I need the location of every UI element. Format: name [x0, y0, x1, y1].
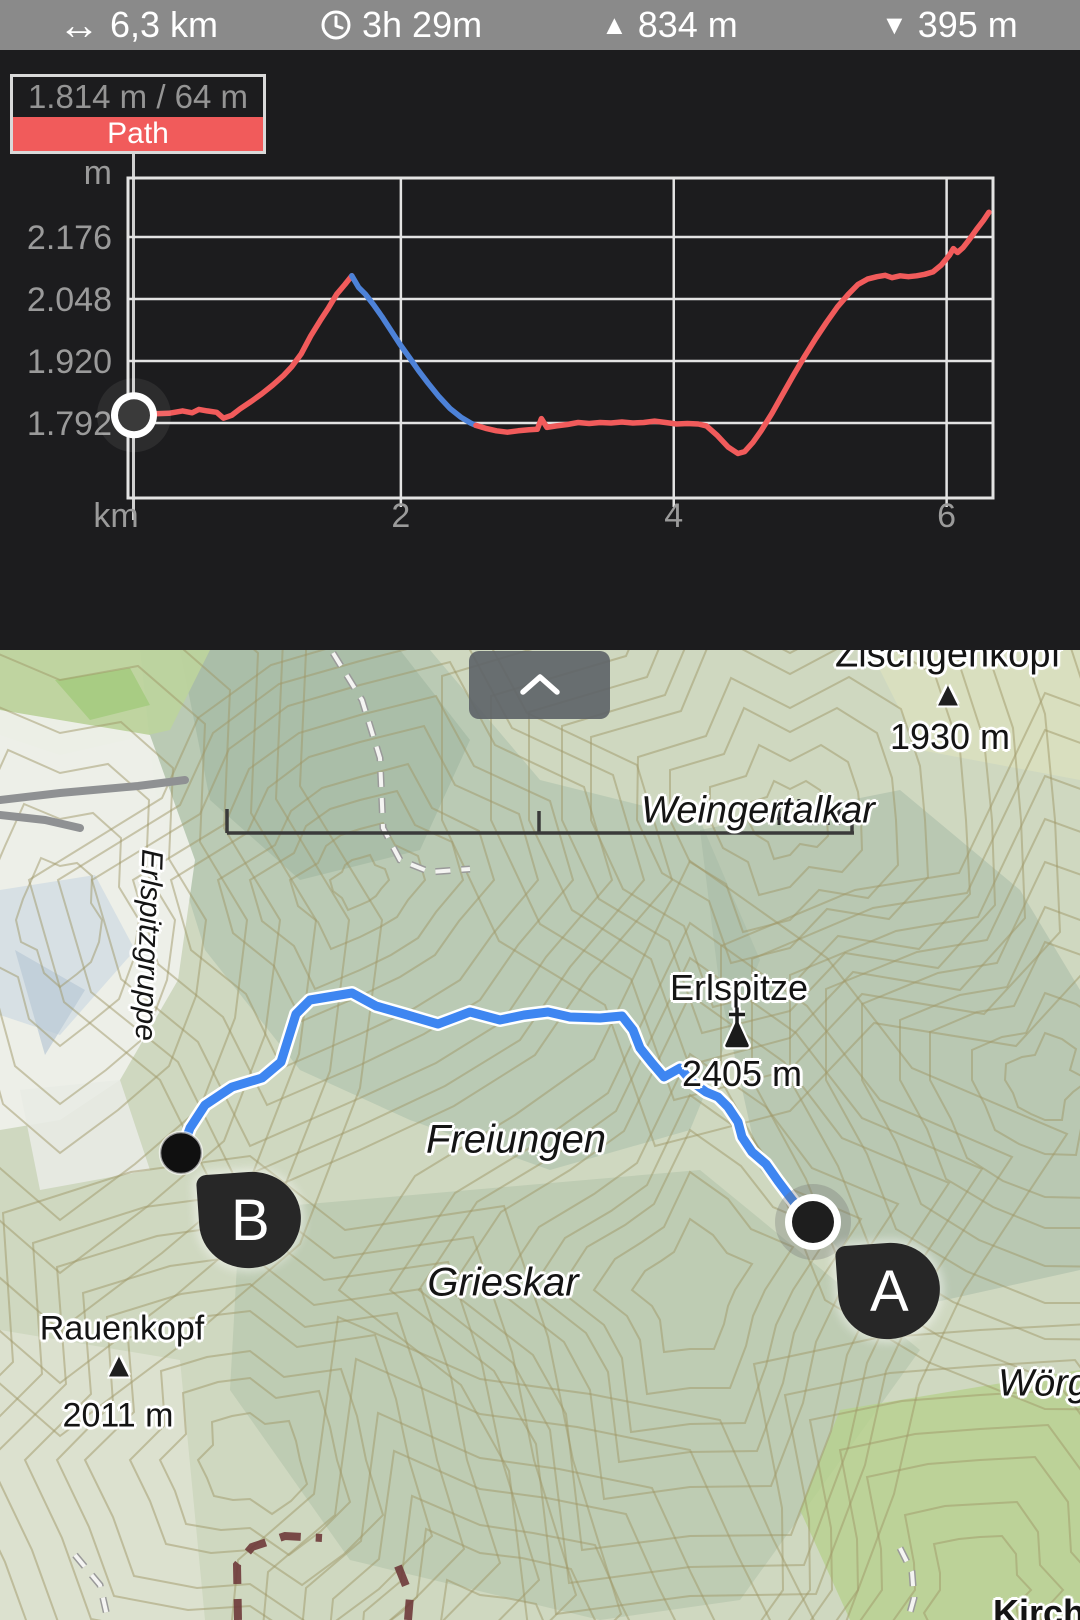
contour-lines [0, 650, 1080, 1620]
route-marker-letter: A [869, 1258, 909, 1324]
descent-triangle-icon: ▼ [881, 10, 908, 40]
svg-text:1.792: 1.792 [27, 405, 112, 443]
chevron-up-icon [519, 674, 560, 695]
descent-value: 395 m [917, 4, 1018, 45]
tooltip-elevation-value: 1.814 m / 64 m [13, 77, 263, 117]
duration-value: 3h 29m [362, 4, 483, 45]
route-layer [158, 986, 851, 1260]
route-marker-letter: B [230, 1187, 270, 1253]
stat-duration: 3h 29m [320, 0, 482, 50]
svg-text:2: 2 [391, 497, 410, 535]
distance-value: 6,3 km [110, 4, 219, 45]
map-canvas[interactable] [0, 650, 1080, 1620]
stat-distance: ↔ 6,3 km [58, 0, 218, 50]
svg-text:4: 4 [664, 497, 683, 535]
svg-text:6: 6 [937, 497, 956, 535]
stat-descent: ▼ 395 m [881, 0, 1018, 50]
elevation-profile-panel[interactable]: m 1.792 1.920 2.048 2.176 km 2 4 6 1.814 m / 64 … [0, 50, 1080, 650]
tooltip-series-chip: Path [13, 117, 263, 151]
ascent-value: 834 m [637, 4, 738, 45]
route-stats-bar: ↔ 6,3 km 3h 29m ▲ 834 m ▼ 395 m [0, 0, 1080, 50]
svg-text:m: m [84, 154, 112, 192]
distance-arrows-icon: ↔ [58, 1, 100, 48]
svg-text:2.176: 2.176 [27, 219, 112, 257]
elevation-chart[interactable]: m 1.792 1.920 2.048 2.176 km 2 4 6 [0, 50, 1080, 650]
svg-text:1.920: 1.920 [27, 343, 112, 381]
map[interactable]: Zischgenkopf 1930 m Weingertalkar Erlspitze… [0, 650, 1080, 1620]
elevation-tooltip: 1.814 m / 64 m Path [10, 74, 266, 154]
clock-icon [321, 10, 351, 40]
svg-text:km: km [93, 497, 138, 535]
ascent-triangle-icon: ▲ [601, 10, 628, 40]
stat-ascent: ▲ 834 m [601, 0, 738, 50]
svg-text:2.048: 2.048 [27, 281, 112, 319]
collapse-profile-button[interactable] [469, 651, 610, 719]
